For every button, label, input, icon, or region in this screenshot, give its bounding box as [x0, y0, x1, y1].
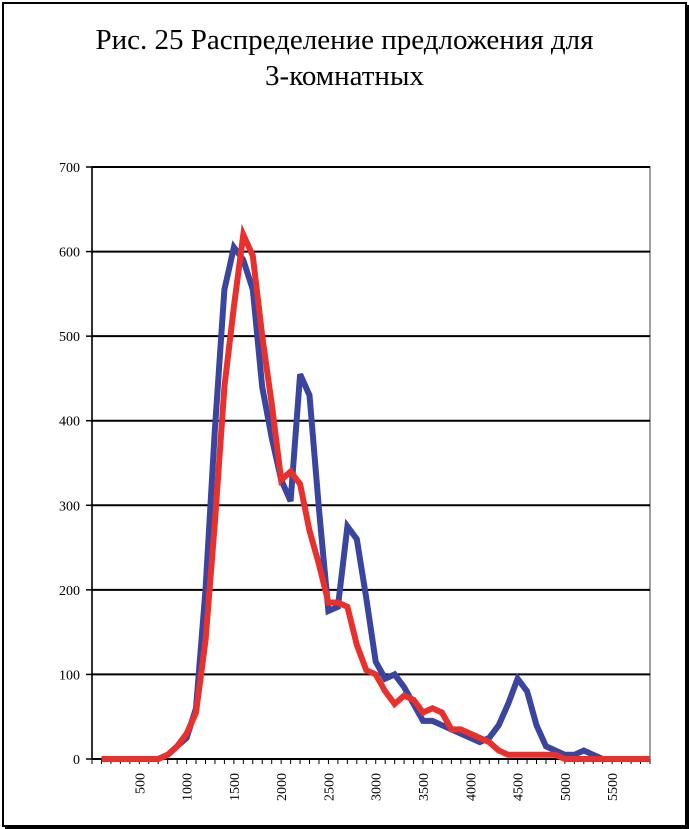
y-tick-label-0: 0 [73, 753, 80, 768]
y-tick-label-600: 600 [59, 246, 80, 261]
grid-lines [91, 166, 651, 760]
x-tick-label-1500: 1500 [228, 773, 243, 801]
y-tick-label-500: 500 [59, 330, 80, 345]
y-tick-label-300: 300 [59, 499, 80, 514]
x-tick-label-3000: 3000 [370, 773, 385, 801]
axes [91, 167, 650, 760]
x-tick-label-4000: 4000 [464, 773, 479, 801]
x-tick-label-5500: 5500 [606, 773, 621, 801]
x-tick-label-2000: 2000 [275, 773, 290, 801]
x-tick-label-500: 500 [133, 773, 148, 794]
series-group [101, 223, 650, 762]
x-axis-ticks: 500 1000 1500 2000 2500 3000 3500 4000 4500 5000 5… [91, 759, 651, 801]
y-tick-label-700: 700 [59, 161, 80, 176]
x-tick-label-3500: 3500 [417, 773, 432, 801]
x-tick-label-1000: 1000 [181, 773, 196, 801]
chart-title-line-2: 3-комнатных [265, 60, 424, 92]
y-tick-label-100: 100 [59, 668, 80, 683]
y-axis-ticks: 0 100 200 300 400 500 600 700 [59, 161, 92, 768]
y-tick-label-400: 400 [59, 415, 80, 430]
y-tick-label-200: 200 [59, 584, 80, 599]
chart-title: Рис. 25 Распределение предложения для 3-… [0, 22, 689, 94]
x-tick-label-2500: 2500 [322, 773, 337, 801]
chart-title-line-1: Рис. 25 Распределение предложения для [95, 24, 594, 56]
series-line-2 [101, 223, 650, 762]
series-line-1 [101, 240, 650, 762]
x-tick-label-5000: 5000 [559, 773, 574, 801]
x-tick-label-4500: 4500 [512, 773, 527, 801]
